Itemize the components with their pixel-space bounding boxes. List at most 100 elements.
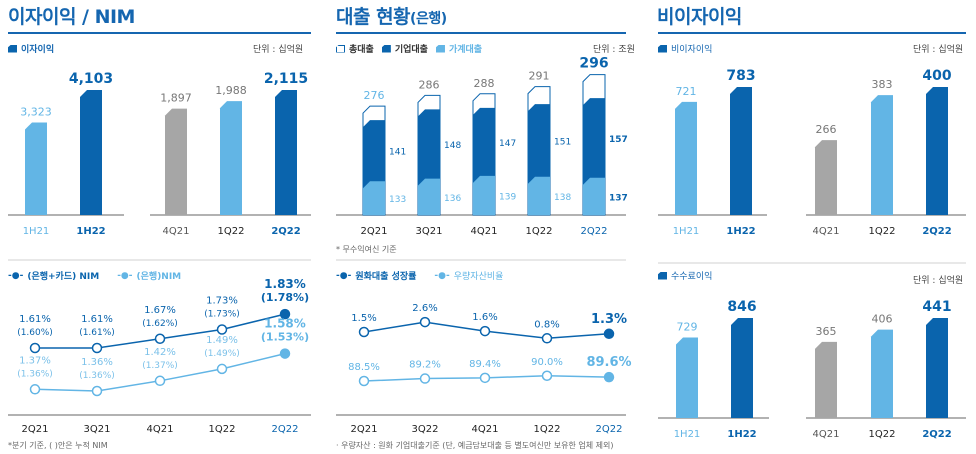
category-label: 2Q22 <box>596 424 623 435</box>
loan-line-legend: -●- 원화대출 성장률 -●- 우량자산비율 <box>336 269 503 283</box>
bar-2Q22 <box>926 87 948 215</box>
data-point <box>154 333 166 345</box>
bar-household-3Q21 <box>418 178 440 215</box>
bar-2Q22 <box>275 90 297 215</box>
bar-household-2Q21 <box>363 181 385 215</box>
line-marker-icon: -●- <box>117 270 133 281</box>
bar-4Q21 <box>165 108 187 215</box>
loan-title-sub: (은행) <box>410 11 447 27</box>
nim-cumulative-label: (1.61%) <box>79 328 115 338</box>
nim-value-label: 1.49% <box>206 335 238 346</box>
bar-swatch-icon <box>658 44 667 53</box>
value-label: 90.0% <box>531 357 563 368</box>
value-label: 846 <box>727 299 756 315</box>
category-label: 1Q22 <box>218 226 245 237</box>
nim-value-label: 1.67% <box>144 305 176 316</box>
value-label: 729 <box>677 321 698 334</box>
category-label: 1Q22 <box>534 424 561 435</box>
divider <box>658 262 966 264</box>
nim-legend: -●- (은행+카드) NIM -●- (은행)NIM <box>8 269 182 283</box>
bar-1Q22 <box>220 101 242 215</box>
value-label: 783 <box>726 68 755 84</box>
data-point <box>216 363 228 375</box>
category-label: 4Q21 <box>471 226 498 237</box>
bar-household-2Q22 <box>583 177 605 215</box>
value-label: 721 <box>676 85 697 98</box>
value-label: 88.5% <box>348 362 380 373</box>
corporate-label: 151 <box>554 137 571 147</box>
value-label: 1.5% <box>351 313 376 324</box>
value-label: 365 <box>816 325 837 338</box>
household-label: 139 <box>499 192 516 202</box>
data-point <box>603 328 615 340</box>
nim-cumulative-label: (1.60%) <box>17 328 53 338</box>
nim-value-label: 1.61% <box>81 314 113 325</box>
nim-cumulative-label: (1.49%) <box>204 349 240 359</box>
data-point <box>216 324 228 335</box>
value-label: 3,323 <box>20 105 52 118</box>
bar-1Q22 <box>871 95 893 215</box>
bar-1H22 <box>730 87 752 215</box>
category-label: 1H21 <box>673 226 700 237</box>
legend-label: (은행)NIM <box>136 272 182 282</box>
nim-cumulative-label: (1.73%) <box>204 310 240 320</box>
value-label: 0.8% <box>534 319 559 330</box>
nim-value-label: 1.42% <box>144 347 176 358</box>
corporate-label: 157 <box>609 135 628 145</box>
legend-label: 수수료이익 <box>671 272 713 282</box>
nim-value-label: 1.58% <box>264 317 306 331</box>
category-label: 2Q21 <box>22 424 49 435</box>
outline-swatch-icon <box>336 44 345 53</box>
value-label: 400 <box>922 68 951 84</box>
category-label: 2Q21 <box>361 226 388 237</box>
nim-section-title: 이자이익 / NIM <box>8 6 135 28</box>
bar-2Q22 <box>926 318 948 418</box>
bar-household-4Q21 <box>473 175 495 215</box>
nim-cumulative-label: (1.78%) <box>261 291 309 304</box>
value-label: 89.6% <box>586 355 631 370</box>
category-label: 4Q21 <box>163 226 190 237</box>
total-label: 288 <box>474 77 495 90</box>
nim-cumulative-label: (1.53%) <box>261 331 309 344</box>
category-label: 2Q22 <box>922 226 951 237</box>
household-label: 137 <box>609 193 628 203</box>
data-point <box>154 375 166 387</box>
value-label: 2.6% <box>412 303 437 314</box>
nim-value-label: 1.36% <box>81 357 113 368</box>
nim-value-label: 1.61% <box>19 314 51 325</box>
line-marker-icon: -●- <box>336 270 352 281</box>
nim-cumulative-label: (1.36%) <box>17 369 53 379</box>
line-marker-icon: -●- <box>434 270 450 281</box>
value-label: 1.3% <box>591 312 627 327</box>
data-point <box>29 384 41 395</box>
category-label: 4Q21 <box>813 429 840 440</box>
corporate-label: 141 <box>389 148 406 158</box>
category-label: 2Q22 <box>581 226 608 237</box>
nim-cumulative-label: (1.37%) <box>142 361 178 371</box>
data-point <box>479 325 491 337</box>
category-label: 1Q22 <box>209 424 236 435</box>
category-label: 2Q22 <box>271 226 300 237</box>
data-point <box>419 373 431 384</box>
value-label: 89.4% <box>469 359 501 370</box>
data-point <box>603 371 615 383</box>
legend-label: (은행+카드) NIM <box>27 272 100 282</box>
unit-label: 단위 : 십억원 <box>253 45 304 55</box>
quality-footnote: · 우량자산 : 원화 기업대출기준 (단, 예금담보대출 등 별도여신만 보유… <box>336 441 614 450</box>
data-point <box>91 342 103 354</box>
value-label: 1,988 <box>215 84 247 97</box>
legend-label: 이자이익 <box>21 45 55 55</box>
category-label: 3Q21 <box>84 424 111 435</box>
total-label: 276 <box>364 89 385 102</box>
category-label: 1H22 <box>76 226 105 237</box>
bar-4Q21 <box>815 341 837 418</box>
value-label: 1,897 <box>160 92 192 105</box>
value-label: 406 <box>872 313 893 326</box>
legend-label-household: 가계대출 <box>448 45 483 55</box>
household-label: 138 <box>554 193 571 203</box>
nim-value-label: 1.83% <box>264 277 306 291</box>
bar-household-1Q22 <box>528 176 550 215</box>
bar-swatch-icon <box>8 44 17 53</box>
nim-value-label: 1.73% <box>206 296 238 307</box>
category-label: 2Q22 <box>272 424 299 435</box>
